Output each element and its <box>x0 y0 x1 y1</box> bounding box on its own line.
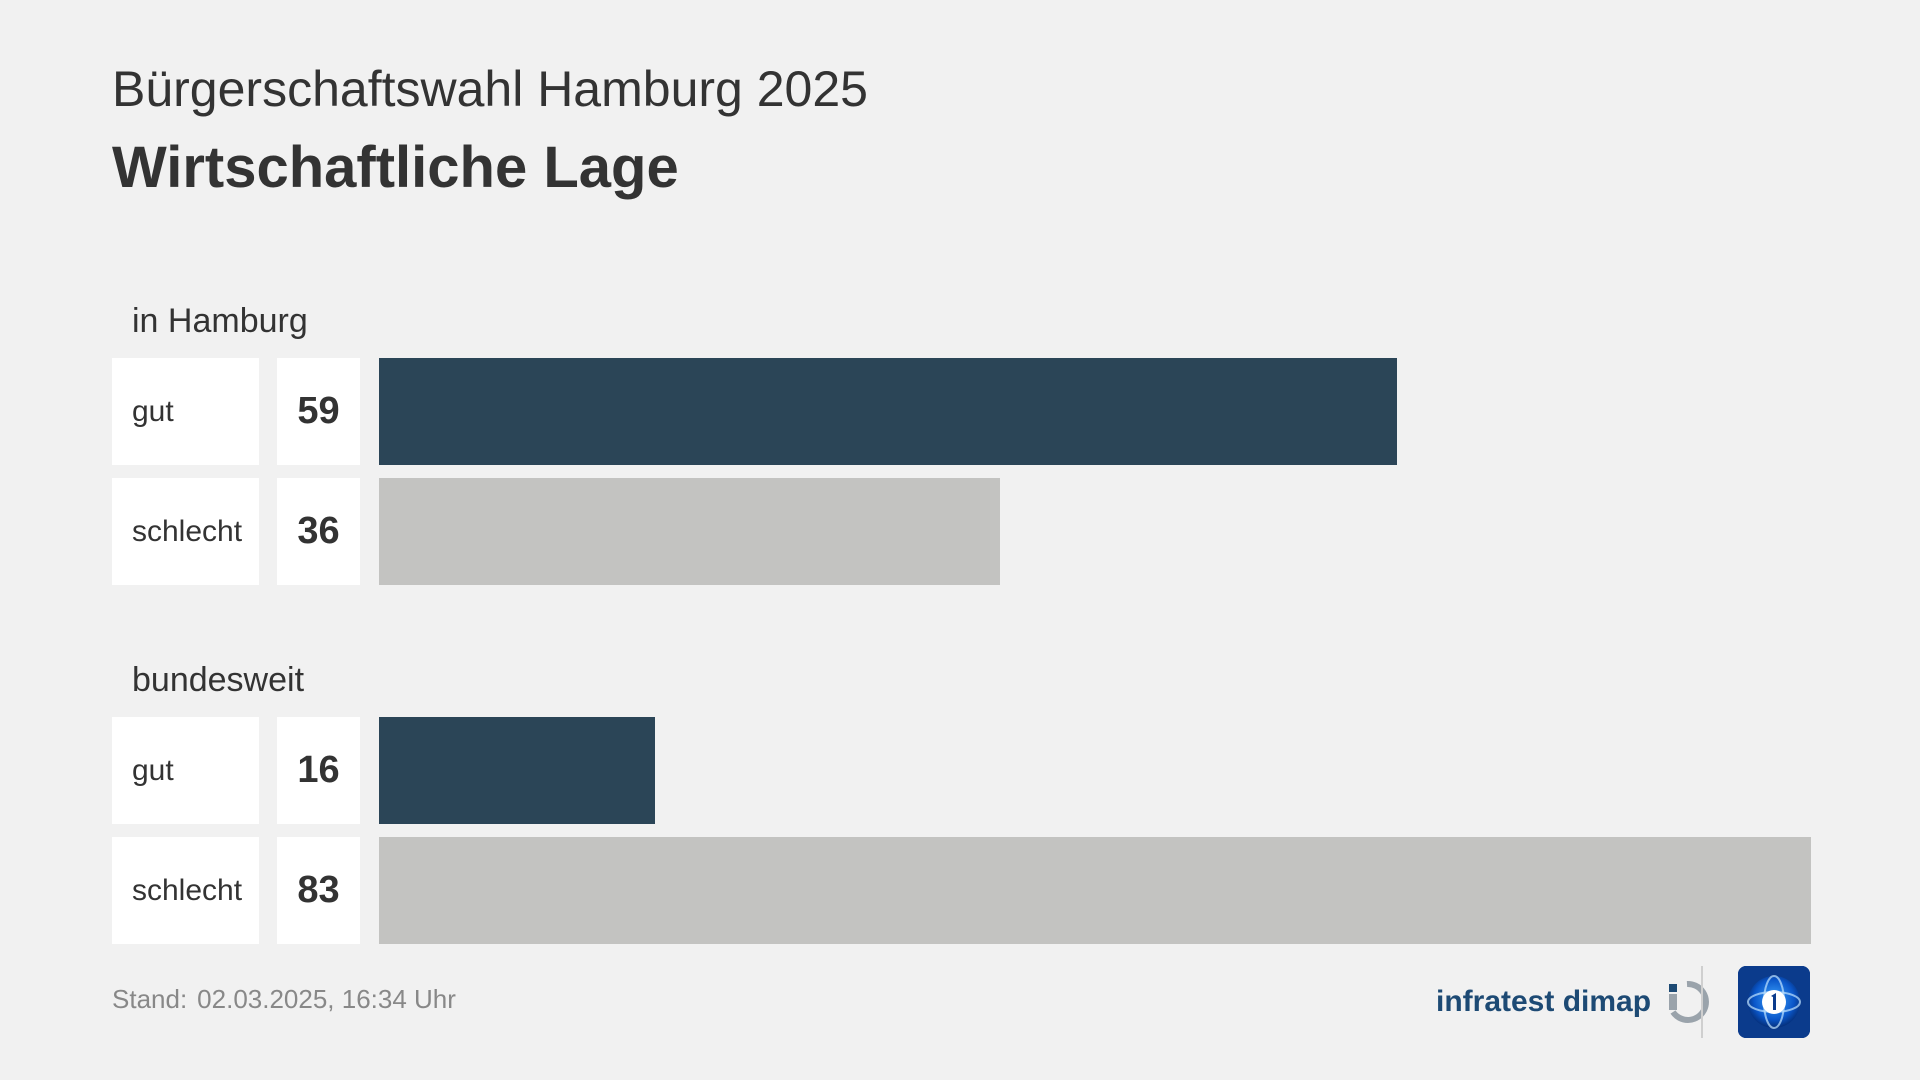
bar-schlecht <box>379 837 1811 944</box>
ard-tagesschau-logo-icon <box>1738 966 1810 1038</box>
infratest-dimap-logo-text: infratest dimap <box>1436 985 1652 1018</box>
bar-gut <box>379 717 655 824</box>
value-label: 16 <box>277 717 360 824</box>
value-label: 59 <box>277 358 360 465</box>
category-label: schlecht <box>112 837 259 944</box>
stand-value: 02.03.2025, 16:34 Uhr <box>197 984 456 1014</box>
group-label: in Hamburg <box>132 302 308 340</box>
chart-title: Wirtschaftliche Lage <box>112 135 679 200</box>
infratest-dimap-logo: infratest dimap <box>1436 978 1711 1026</box>
bar-gut <box>379 358 1397 465</box>
chart-subtitle: Bürgerschaftswahl Hamburg 2025 <box>112 61 868 117</box>
bar-schlecht <box>379 478 1000 585</box>
stand-label: Stand: <box>112 984 188 1014</box>
value-label: 83 <box>277 837 360 944</box>
category-label: schlecht <box>112 478 259 585</box>
infratest-dimap-mark-icon <box>1669 980 1709 1023</box>
footer-timestamp: Stand: 02.03.2025, 16:34 Uhr <box>112 984 466 1015</box>
value-label: 36 <box>277 478 360 585</box>
logo-divider <box>1701 966 1703 1038</box>
ard-globe-icon <box>1738 966 1810 1038</box>
group-label: bundesweit <box>132 661 305 699</box>
category-label: gut <box>112 717 259 824</box>
category-label: gut <box>112 358 259 465</box>
